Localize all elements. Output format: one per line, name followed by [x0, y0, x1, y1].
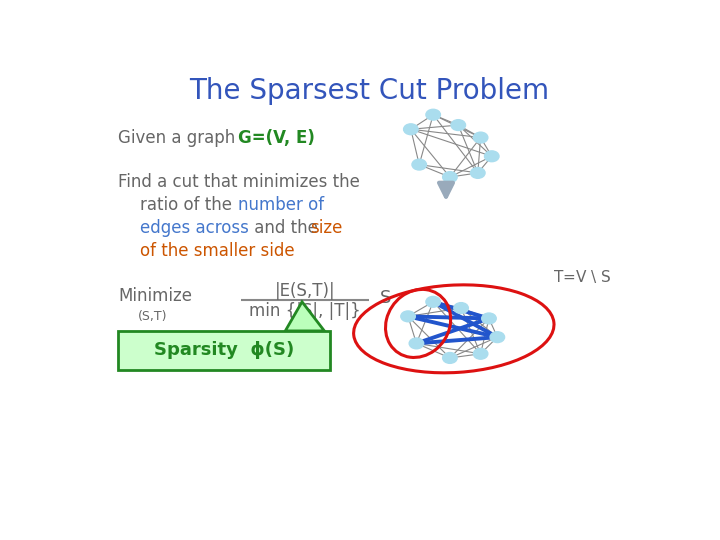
Circle shape: [454, 302, 468, 313]
Circle shape: [426, 109, 441, 120]
Polygon shape: [285, 302, 324, 331]
Text: of the smaller side: of the smaller side: [140, 241, 295, 260]
Text: Sparsity  ϕ(S): Sparsity ϕ(S): [154, 341, 294, 360]
Circle shape: [443, 353, 457, 363]
Circle shape: [409, 338, 423, 349]
Text: Given a graph: Given a graph: [118, 129, 246, 147]
FancyBboxPatch shape: [118, 331, 330, 370]
Text: (S,T): (S,T): [138, 310, 167, 323]
Text: Minimize: Minimize: [118, 287, 192, 305]
Circle shape: [426, 296, 441, 307]
Text: edges across: edges across: [140, 219, 249, 237]
Text: The Sparsest Cut Problem: The Sparsest Cut Problem: [189, 77, 549, 105]
Circle shape: [404, 124, 418, 134]
Circle shape: [473, 132, 488, 143]
Text: S: S: [380, 289, 392, 307]
Text: Find a cut that minimizes the: Find a cut that minimizes the: [118, 173, 360, 191]
Circle shape: [471, 167, 485, 178]
Circle shape: [412, 159, 426, 170]
Text: number of: number of: [238, 196, 324, 214]
Circle shape: [443, 172, 457, 183]
Circle shape: [490, 332, 505, 342]
Text: |E(S,T)|: |E(S,T)|: [274, 282, 335, 300]
Circle shape: [451, 120, 466, 131]
Text: ratio of the: ratio of the: [140, 196, 238, 214]
Text: and the: and the: [249, 219, 323, 237]
Text: min {|S|, |T|}: min {|S|, |T|}: [249, 302, 361, 320]
Text: T=V $\backslash$ S: T=V $\backslash$ S: [553, 268, 611, 285]
Circle shape: [485, 151, 499, 161]
Circle shape: [401, 311, 415, 322]
Circle shape: [473, 348, 488, 359]
Text: G=(V, E): G=(V, E): [238, 129, 315, 147]
Text: size: size: [310, 219, 343, 237]
Circle shape: [482, 313, 496, 324]
